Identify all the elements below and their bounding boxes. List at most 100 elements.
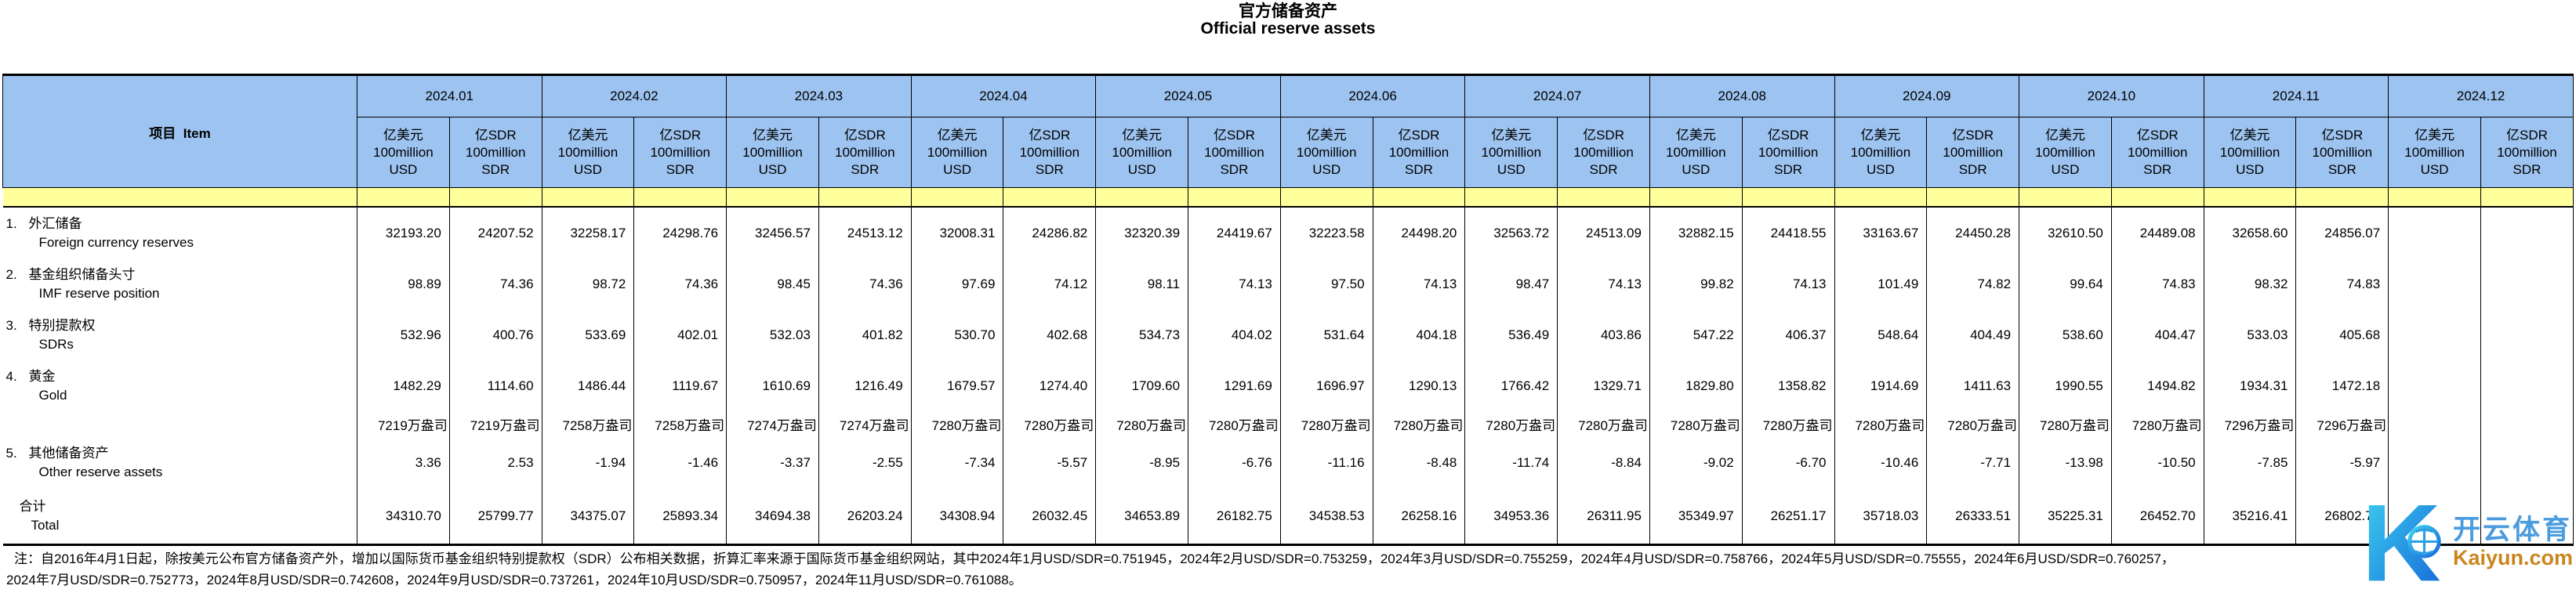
usd-value-cell: 533.69 [541,309,635,360]
sdr-value-cell: 24207.52 [448,207,542,258]
row-label-line1: 1. 外汇储备 [3,215,357,233]
usd-value-cell: 98.47 [1464,258,1558,309]
sdr-value-cell: 406.37 [1741,309,1835,360]
usd-value-cell: 532.96 [357,309,450,360]
sdr-value-cell: 25799.77 [448,488,542,545]
sdr-value-cell: 26251.17 [1741,488,1835,545]
sdr-value-cell [2480,488,2574,545]
usd-value-cell: -8.95 [1095,437,1189,488]
unit-line: 100million [2404,144,2465,160]
unit-line: 亿美元 [1491,127,1532,143]
gold-ounces-usd-cell: 7274万盎司 [726,411,819,437]
page-title-en: Official reserve assets [1200,20,1376,38]
sdr-value-cell: 1472.18 [2295,360,2389,411]
sdr-value-cell: 24498.20 [1372,207,1466,258]
month-header: 2024.12 [2388,74,2574,117]
unit-usd-cell: 亿美元 100million USD [2388,117,2481,188]
sdr-value-cell: 24418.55 [1741,207,1835,258]
yellow-band-cell [2,187,357,208]
gold-ounces-usd-cell: 7296万盎司 [2203,411,2297,437]
usd-value-cell: -7.85 [2203,437,2297,488]
unit-sdr-cell: 亿SDR 100million SDR [448,117,542,188]
unit-line: 亿SDR [474,127,517,143]
sdr-value-cell: 25893.34 [633,488,727,545]
unit-line: 100million [2219,144,2280,160]
sdr-value-cell: 404.47 [2110,309,2204,360]
month-header: 2024.11 [2203,74,2389,117]
gold-ounces-sdr-cell: 7280万盎司 [1557,411,1650,437]
row-label-en: IMF reserve position [38,285,160,301]
sdr-value-cell: 26032.45 [1003,488,1097,545]
yellow-band-cell [2388,187,2481,208]
unit-line: 100million [2497,144,2557,160]
usd-value-cell: 1696.97 [1279,360,1373,411]
unit-line: USD [1682,161,1711,177]
usd-value-cell: -10.46 [1834,437,1928,488]
footnote: 注：自2016年4月1日起，除按美元公布官方储备资产外，增加以国际货币基金组织特… [6,548,2175,591]
yellow-band-cell [541,187,635,208]
gold-ounces-usd-cell: 7280万盎司 [1464,411,1558,437]
unit-line: 100million [2312,144,2373,160]
unit-usd-cell: 亿美元 100million USD [541,117,635,188]
sdr-value-cell: 26182.75 [1188,488,1281,545]
unit-line: 100million [373,144,434,160]
unit-usd-cell: 亿美元 100million USD [910,117,1004,188]
sdr-value-cell: 26452.70 [2110,488,2204,545]
row-label-zh: 其他储备资产 [28,445,109,461]
sdr-value-cell: -7.71 [1926,437,2020,488]
sdr-value-cell [2480,360,2574,411]
gold-ounces-usd-cell: 7280万盎司 [1649,411,1743,437]
month-header: 2024.06 [1279,74,1466,117]
unit-line: 亿SDR [2321,127,2364,143]
unit-line: 亿美元 [383,127,423,143]
yellow-band-cell [1926,187,2020,208]
unit-line: 100million [1850,144,1911,160]
table-row: 合计 Total 34310.70 25799.77 34375.07 25893.34 3… [2,488,2574,545]
sdr-value-cell: 26311.95 [1557,488,1650,545]
sdr-value-cell [2480,258,2574,309]
usd-value-cell: 97.50 [1279,258,1373,309]
row-label-zh: 合计 [19,498,46,514]
row-label-cell: 2. 基金组织储备头寸 IMF reserve position [2,258,357,309]
unit-usd-cell: 亿美元 100million USD [2019,117,2112,188]
page-titles: 官方储备资产 Official reserve assets [0,0,2576,38]
unit-line: SDR [1405,161,1433,177]
unit-sdr-cell: 亿SDR 100million SDR [2110,117,2204,188]
usd-value-cell: 1829.80 [1649,360,1743,411]
usd-value-cell: 1934.31 [2203,360,2297,411]
usd-value-cell: 32610.50 [2019,207,2112,258]
unit-line: SDR [1220,161,1249,177]
gold-ounces-usd-cell: 7280万盎司 [1834,411,1928,437]
sdr-value-cell: -8.48 [1372,437,1466,488]
kaiyun-logo-icon: K [2361,490,2441,594]
unit-line: 100million [1019,144,1080,160]
yellow-band-cell [818,187,912,208]
unit-line: SDR [1774,161,1803,177]
unit-line: SDR [666,161,695,177]
unit-line: USD [1312,161,1341,177]
yellow-band-cell [1372,187,1466,208]
yellow-band-cell [1557,187,1650,208]
sdr-value-cell: 402.68 [1003,309,1097,360]
sdr-value-cell: 24286.82 [1003,207,1097,258]
gold-ounces-usd-cell: 7280万盎司 [1279,411,1373,437]
unit-line: 亿美元 [2044,127,2085,143]
sdr-value-cell: 1329.71 [1557,360,1650,411]
sdr-value-cell: 401.82 [818,309,912,360]
sdr-value-cell: 74.82 [1926,258,2020,309]
sdr-value-cell: 24513.12 [818,207,912,258]
watermark-brand-url: Kaiyun.com [2452,546,2573,569]
unit-line: USD [574,161,602,177]
gold-ounces-sdr-cell: 7280万盎司 [1741,411,1835,437]
row-label-cell: 1. 外汇储备 Foreign currency reserves [2,207,357,258]
usd-value-cell: 32456.57 [726,207,819,258]
usd-value-cell: 35216.41 [2203,488,2297,545]
sdr-value-cell: 74.36 [633,258,727,309]
usd-value-cell: 32563.72 [1464,207,1558,258]
unit-line: 100million [1758,144,1819,160]
row-label-cell: 5. 其他储备资产 Other reserve assets [2,437,357,488]
unit-line: 亿SDR [1767,127,1809,143]
row-label-en: Gold [38,387,67,403]
yellow-band-cell [1003,187,1097,208]
usd-value-cell: 101.49 [1834,258,1928,309]
